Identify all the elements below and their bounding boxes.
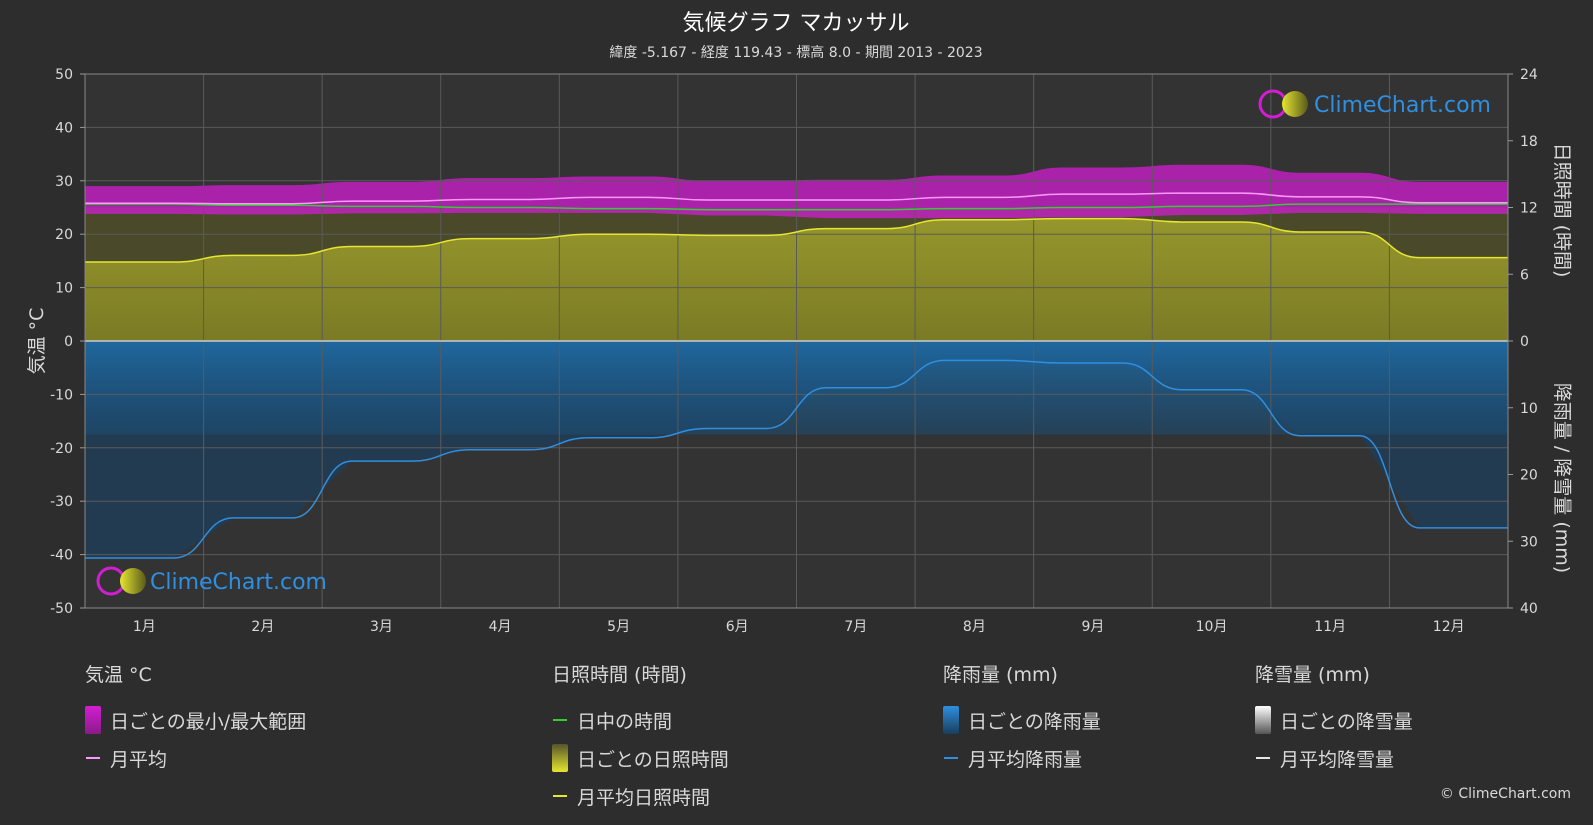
chart-subtitle: 緯度 -5.167 - 経度 119.43 - 標高 8.0 - 期間 2013… [609,44,982,61]
right-top-tick-label: 6 [1520,267,1529,283]
legend-rain-title: 降雨量 (mm) [943,664,1058,686]
left-tick-label: 50 [55,67,73,83]
left-tick-label: 30 [55,174,73,190]
legend-item-daylight: 日中の時間 [552,701,729,739]
legend-item-daily-sunshine: 日ごとの日照時間 [552,739,729,777]
legend-item-label: 月平均 [110,748,168,771]
legend-item-label: 日ごとの最小/最大範囲 [110,710,307,733]
left-tick-label: 0 [64,334,73,350]
watermark-text-top: ClimeChart.com [1314,93,1491,118]
month-label: 6月 [726,619,749,635]
chart-title: 気候グラフ マカッサル [683,11,910,36]
legend-item-label: 日ごとの日照時間 [577,748,729,771]
left-tick-label: -30 [50,494,73,510]
right-bottom-tick-label: 40 [1520,601,1538,617]
month-label: 4月 [489,619,512,635]
snow-mean-swatch [1256,757,1270,759]
legend-item-label: 月平均降雨量 [968,748,1083,771]
right-top-tick-label: 12 [1520,201,1538,217]
right-bottom-tick-label: 10 [1520,401,1538,417]
sunshine-mean-line [85,217,1509,263]
legend-snow: 降雪量 (mm) 日ごとの降雪量 月平均降雪量 [1255,660,1413,777]
right-bottom-tick-label: 30 [1520,534,1538,550]
legend-item-temp-mean: 月平均 [85,739,306,777]
snow-swatch [1255,706,1271,734]
rain-swatch [943,706,959,734]
month-label: 11月 [1314,619,1346,635]
legend-item-label: 日ごとの降雪量 [1280,710,1413,733]
left-tick-label: -40 [50,548,73,564]
legend-item-label: 月平均日照時間 [577,786,711,809]
temp-range-swatch [85,706,101,734]
month-label: 8月 [963,619,986,635]
month-label: 10月 [1196,619,1228,635]
left-tick-label: 20 [55,227,73,243]
sunshine-swatch [552,744,568,772]
legend-item-label: 日ごとの降雨量 [968,710,1101,733]
month-label: 7月 [844,619,867,635]
legend: 気温 °C 日ごとの最小/最大範囲 月平均 日照時間 (時間) 日中の時間 日ご… [0,660,1593,820]
right-bottom-axis-label: 降雨量 / 降雪量 (mm) [1551,383,1573,573]
rain-mean-line [85,359,1508,559]
legend-item-label: 日中の時間 [577,710,673,733]
month-label: 5月 [607,619,630,635]
sunshine-mean-swatch [553,795,567,797]
legend-item-snow-mean: 月平均降雪量 [1255,739,1413,777]
left-tick-label: -10 [50,387,73,403]
legend-temperature-title: 気温 °C [85,664,152,686]
left-tick-label: -50 [50,601,73,617]
month-label: 1月 [133,619,156,635]
month-label: 9月 [1081,619,1104,635]
legend-rain: 降雨量 (mm) 日ごとの降雨量 月平均降雨量 [943,660,1101,777]
logo-sun-icon [1282,91,1308,117]
month-label: 3月 [370,619,393,635]
daylight-line [85,203,1508,211]
plot-area [84,73,1509,609]
legend-sunshine-title: 日照時間 (時間) [552,664,687,686]
legend-item-daily-rain: 日ごとの降雨量 [943,701,1101,739]
right-top-tick-label: 18 [1520,134,1538,150]
logo-sun-icon [120,568,146,594]
legend-snow-title: 降雪量 (mm) [1255,664,1370,686]
temp-mean-line [84,192,1508,205]
legend-sunshine: 日照時間 (時間) 日中の時間 日ごとの日照時間 月平均日照時間 [552,660,729,815]
legend-temperature: 気温 °C 日ごとの最小/最大範囲 月平均 [85,660,306,777]
watermark-top: ClimeChart.com [1258,89,1491,119]
copyright: © ClimeChart.com [1439,786,1571,802]
right-top-tick-label: 0 [1520,334,1529,350]
axes: 50 40 30 20 10 0 -10 -20 -30 -40 -50 24 18 12 6 0 10 20 30… [50,67,1538,635]
watermark-bottom: ClimeChart.com [96,566,327,596]
legend-item-rain-mean: 月平均降雨量 [943,739,1101,777]
legend-item-temp-range: 日ごとの最小/最大範囲 [85,701,306,739]
right-top-tick-label: 24 [1520,67,1538,83]
legend-item-label: 月平均降雪量 [1280,748,1395,771]
left-tick-label: -20 [50,441,73,457]
rain-mean-swatch [944,757,958,759]
month-label: 12月 [1433,619,1465,635]
left-axis-label: 気温 °C [26,308,48,375]
watermark-text-bottom: ClimeChart.com [150,570,327,595]
temp-mean-swatch [86,757,100,759]
right-bottom-tick-label: 20 [1520,468,1538,484]
daylight-swatch [553,719,567,721]
left-tick-label: 40 [55,120,73,136]
legend-item-sunshine-mean: 月平均日照時間 [552,777,729,815]
month-label: 2月 [251,619,274,635]
left-tick-label: 10 [55,281,73,297]
legend-item-daily-snow: 日ごとの降雪量 [1255,701,1413,739]
right-top-axis-label: 日照時間 (時間) [1551,143,1573,278]
